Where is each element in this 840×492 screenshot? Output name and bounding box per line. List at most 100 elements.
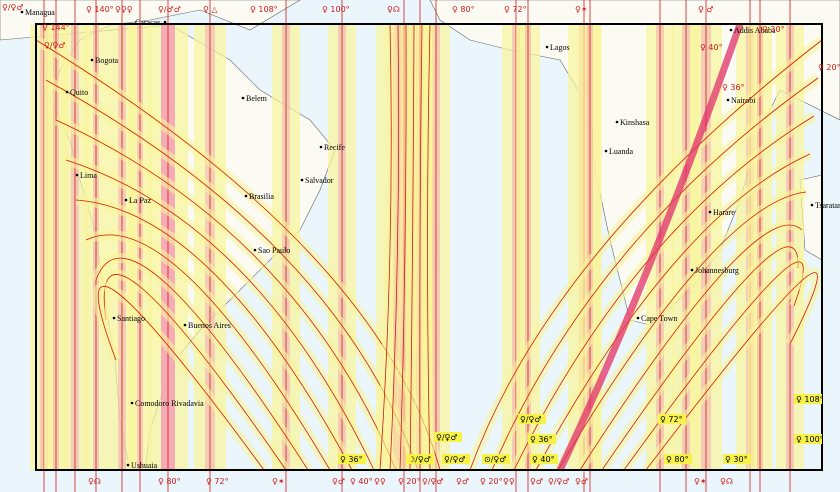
map-frame xyxy=(35,23,823,471)
label-box xyxy=(434,432,462,442)
city-dot xyxy=(300,178,304,182)
label-box xyxy=(530,454,558,464)
boxed-label: ♀/♀♂ xyxy=(520,415,542,424)
planet-curve xyxy=(65,159,375,471)
boxed-label: ☽/♀♂ xyxy=(408,455,431,464)
label-box xyxy=(406,454,434,464)
city-label: Johannesburg xyxy=(695,266,739,275)
line-label: ♀♂ xyxy=(332,477,345,486)
line-label: ♀ 80° xyxy=(452,5,475,14)
planet-curve xyxy=(535,153,811,471)
city-dot xyxy=(75,173,79,177)
boxed-label: ♀ 30° xyxy=(725,455,748,464)
planet-curve xyxy=(469,39,823,471)
line-label: ♀♀ xyxy=(503,477,515,486)
line-label: ♀ 72° xyxy=(504,5,527,14)
city-label: Santiago xyxy=(117,314,145,323)
city-label: Cape Town xyxy=(641,314,677,323)
boxed-label: ♀ 40° xyxy=(532,455,555,464)
line-label: ♀ △ xyxy=(203,5,218,14)
city-dot xyxy=(545,45,549,49)
line-label: ♀ 36° xyxy=(722,83,745,92)
line-label: ♀ 40° xyxy=(350,477,373,486)
city-label: La Paz xyxy=(129,196,151,205)
city-label: Lagos xyxy=(550,43,570,52)
label-box xyxy=(482,454,510,464)
line-label: ♀/♀♂ xyxy=(2,3,24,12)
boxed-label: ⊙/♀♂ xyxy=(484,455,506,464)
label-box xyxy=(664,454,692,464)
planet-curve xyxy=(75,199,353,471)
city-dot xyxy=(729,28,733,32)
planet-curve xyxy=(389,23,400,471)
line-label: ♀ 30° xyxy=(762,25,785,34)
city-dot xyxy=(20,10,24,14)
city-dot xyxy=(124,198,128,202)
line-label: ♀ ♂ xyxy=(698,5,714,14)
label-box xyxy=(658,414,686,424)
city-dot xyxy=(241,96,245,100)
boxed-label: ♀/♀♂ xyxy=(436,433,458,442)
line-label: ♀♀♀ xyxy=(115,5,133,14)
city-dot xyxy=(244,194,248,198)
city-dot xyxy=(90,58,94,62)
city-label: Salvador xyxy=(305,176,334,185)
city-dot xyxy=(690,268,694,272)
city-label: Recife xyxy=(324,143,345,152)
planet-curve xyxy=(55,119,397,471)
planet-curve xyxy=(645,272,818,471)
line-label: ♀ 40° xyxy=(700,43,723,52)
planet-curve xyxy=(419,23,423,471)
city-label: Harare xyxy=(713,208,735,217)
planet-curve xyxy=(379,23,392,471)
city-label: Addis Ababa xyxy=(734,26,776,35)
city-dot xyxy=(112,316,116,320)
city-label: Ushuaia xyxy=(131,461,158,470)
planet-curve xyxy=(427,23,431,471)
line-label: ♀☊ xyxy=(387,5,400,14)
city-label: Comodoro Rivadavia xyxy=(135,399,204,408)
line-label: ♀☊ xyxy=(720,477,733,486)
line-label: ♀♂ xyxy=(456,477,469,486)
line-label: ♀ 144° xyxy=(42,23,70,32)
boxed-label: ♀ 36° xyxy=(340,455,363,464)
planet-curve xyxy=(601,246,799,471)
city-dot xyxy=(319,145,323,149)
planet-curve xyxy=(85,234,331,471)
boxed-label: ♀ 80° xyxy=(666,455,689,464)
line-label: ♀✶ xyxy=(694,477,707,486)
city-dot xyxy=(163,20,167,24)
city-dot xyxy=(726,98,730,102)
line-label: ♀/♂♂ xyxy=(158,5,181,14)
label-box xyxy=(518,414,546,424)
city-label: Nairobi xyxy=(731,96,756,105)
city-dot xyxy=(126,463,130,467)
boxed-label: ♀ 100° xyxy=(796,435,824,444)
cape-town-line xyxy=(556,22,744,472)
line-label: ♀ 20° xyxy=(818,63,840,72)
city-dot xyxy=(604,149,608,153)
city-dot xyxy=(636,316,640,320)
line-label: ♀ 80° xyxy=(158,477,181,486)
planet-curve xyxy=(399,23,407,471)
city-label: Buenos Aires xyxy=(188,321,231,330)
line-label: ♀ 20° xyxy=(398,477,421,486)
line-label: ♀ 72° xyxy=(206,477,229,486)
boxed-label: ♀ 36° xyxy=(530,435,553,444)
label-box xyxy=(723,454,751,464)
line-label: ♀♀ xyxy=(374,477,386,486)
line-label: ♀♂ xyxy=(575,477,588,486)
boxed-label: ♀ 108° xyxy=(796,395,824,404)
label-box xyxy=(528,434,556,444)
city-dot xyxy=(810,203,814,207)
planet-curve xyxy=(409,23,415,471)
city-label: Brasilia xyxy=(249,192,274,201)
city-label: Bogota xyxy=(95,56,119,65)
planet-curve xyxy=(491,77,819,471)
planet-curve xyxy=(97,286,265,471)
line-label: ♀/♀♂ xyxy=(548,477,570,486)
city-dot xyxy=(130,401,134,405)
line-label: ♀✶ xyxy=(272,477,285,486)
city-label: Sao Paulo xyxy=(258,246,290,255)
